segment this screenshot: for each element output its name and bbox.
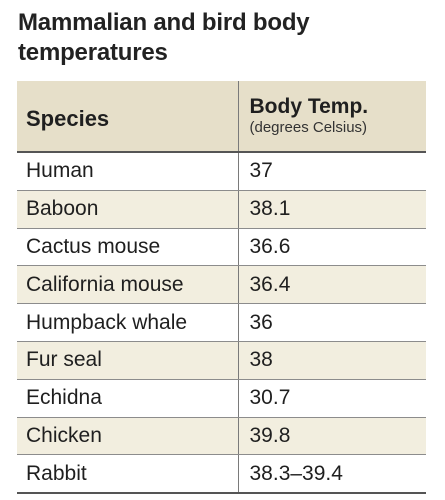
temp-cell: 39.8 — [238, 417, 426, 456]
species-cell: Humpback whale — [17, 303, 239, 342]
temp-cell: 38.3–39.4 — [238, 454, 426, 495]
header-body-temp: Body Temp. (degrees Celsius) — [238, 81, 426, 153]
temp-cell: 36 — [238, 303, 426, 342]
species-cell: Echidna — [17, 379, 239, 418]
header-row: Species Body Temp. (degrees Celsius) — [17, 81, 426, 153]
temp-cell: 38.1 — [238, 190, 426, 229]
table-body: Human 37 Baboon 38.1 Cactus mouse 36.6 C… — [17, 152, 426, 495]
species-cell: Human — [17, 152, 239, 191]
temp-cell: 36.4 — [238, 265, 426, 305]
table-row: Fur seal 38 — [17, 341, 426, 380]
table-header: Species Body Temp. (degrees Celsius) — [17, 81, 426, 153]
species-cell: Cactus mouse — [17, 228, 239, 267]
temperature-table: Species Body Temp. (degrees Celsius) Hum… — [17, 81, 426, 495]
table-row: Chicken 39.8 — [17, 417, 426, 456]
page-title: Mammalian and bird body temperatures — [18, 9, 310, 66]
table-row: Human 37 — [17, 152, 426, 191]
table-row: California mouse 36.4 — [17, 265, 426, 305]
species-cell: Fur seal — [17, 341, 239, 380]
species-cell: California mouse — [17, 265, 239, 305]
temperature-table-container: Species Body Temp. (degrees Celsius) Hum… — [17, 81, 426, 495]
temp-cell: 38 — [238, 341, 426, 380]
table-row: Baboon 38.1 — [17, 190, 426, 229]
temp-cell: 37 — [238, 152, 426, 191]
species-cell: Baboon — [17, 190, 239, 229]
table-row: Humpback whale 36 — [17, 303, 426, 342]
temp-cell: 36.6 — [238, 228, 426, 267]
header-body-temp-label: Body Temp. — [249, 94, 369, 118]
header-body-temp-unit: (degrees Celsius) — [249, 118, 368, 136]
table-row: Rabbit 38.3–39.4 — [17, 454, 426, 495]
table-row: Cactus mouse 36.6 — [17, 228, 426, 267]
header-species: Species — [17, 81, 239, 153]
temp-cell: 30.7 — [238, 379, 426, 418]
species-cell: Rabbit — [17, 454, 239, 495]
species-cell: Chicken — [17, 417, 239, 456]
table-row: Echidna 30.7 — [17, 379, 426, 418]
